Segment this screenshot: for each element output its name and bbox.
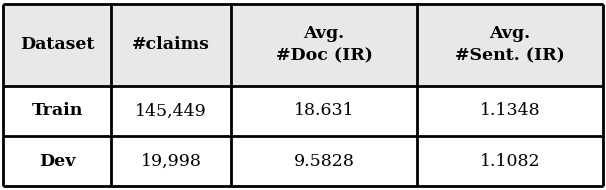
Text: Avg.
#Doc (IR): Avg. #Doc (IR) [276, 25, 373, 64]
Text: 19,998: 19,998 [141, 153, 201, 170]
Bar [111, 136, 231, 186]
Text: 18.631: 18.631 [294, 102, 355, 120]
Bar [231, 4, 417, 86]
Text: 1.1348: 1.1348 [480, 102, 541, 120]
Bar [3, 86, 111, 136]
Bar [3, 4, 111, 86]
Bar [417, 4, 603, 86]
Bar [231, 136, 417, 186]
Text: 1.1082: 1.1082 [480, 153, 541, 170]
Bar [231, 86, 417, 136]
Text: Dev: Dev [39, 153, 75, 170]
Text: Train: Train [32, 102, 82, 120]
Text: Avg.
#Sent. (IR): Avg. #Sent. (IR) [455, 25, 565, 64]
Bar [111, 4, 231, 86]
Text: Dataset: Dataset [20, 36, 95, 53]
Bar [111, 86, 231, 136]
Bar [417, 86, 603, 136]
Text: #claims: #claims [132, 36, 210, 53]
Bar [3, 136, 111, 186]
Bar [417, 136, 603, 186]
Text: 145,449: 145,449 [135, 102, 207, 120]
Text: 9.5828: 9.5828 [293, 153, 355, 170]
